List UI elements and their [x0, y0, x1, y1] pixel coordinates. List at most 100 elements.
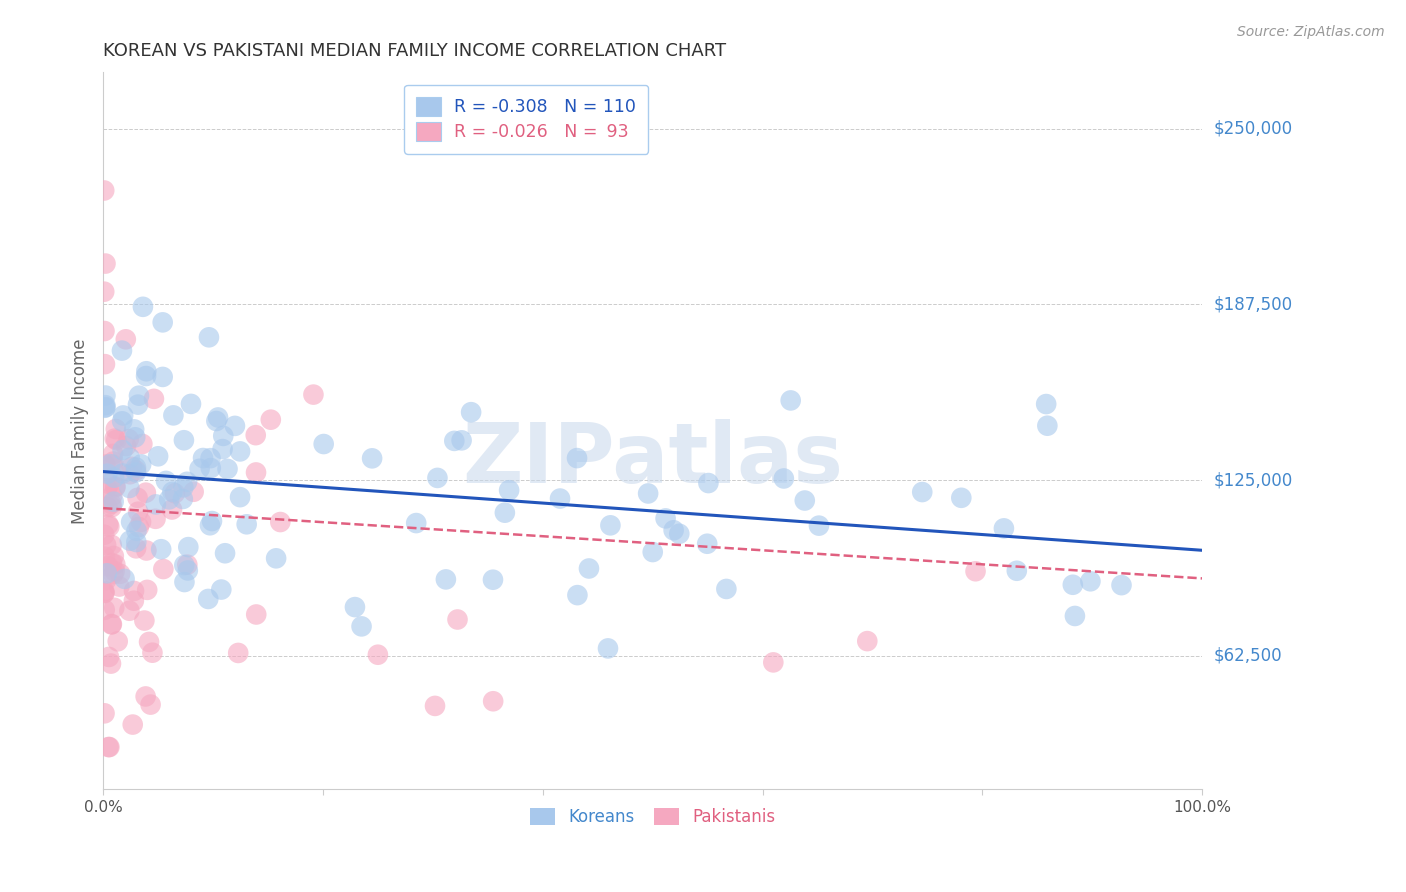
- Point: [696, 537, 718, 551]
- Point: [111, 467, 134, 481]
- Point: [911, 485, 934, 500]
- Point: [136, 582, 159, 597]
- Point: [950, 491, 973, 505]
- Point: [146, 450, 169, 464]
- Point: [197, 591, 219, 606]
- Point: [103, 454, 125, 468]
- Point: [200, 461, 222, 475]
- Point: [856, 634, 879, 648]
- Point: [97, 559, 120, 574]
- Point: [100, 497, 122, 511]
- Point: [157, 492, 180, 507]
- Point: [260, 412, 283, 426]
- Point: [498, 483, 520, 498]
- Point: [443, 434, 465, 448]
- Point: [343, 600, 366, 615]
- Point: [217, 462, 239, 476]
- Point: [100, 538, 122, 552]
- Point: [434, 573, 457, 587]
- Point: [103, 494, 125, 508]
- Point: [101, 617, 124, 632]
- Point: [772, 471, 794, 485]
- Point: [97, 740, 120, 755]
- Point: [145, 512, 167, 526]
- Point: [188, 462, 211, 476]
- Point: [1036, 418, 1059, 433]
- Point: [350, 619, 373, 633]
- Text: ZIPatlas: ZIPatlas: [463, 419, 844, 500]
- Point: [94, 458, 117, 472]
- Point: [101, 489, 124, 503]
- Point: [127, 505, 149, 519]
- Point: [120, 515, 142, 529]
- Point: [114, 332, 136, 346]
- Point: [101, 556, 124, 570]
- Point: [426, 471, 449, 485]
- Point: [118, 604, 141, 618]
- Point: [122, 422, 145, 436]
- Point: [142, 392, 165, 406]
- Point: [460, 405, 482, 419]
- Point: [104, 558, 127, 572]
- Point: [264, 551, 287, 566]
- Point: [226, 646, 249, 660]
- Point: [97, 649, 120, 664]
- Point: [96, 467, 118, 481]
- Point: [177, 564, 200, 578]
- Text: $62,500: $62,500: [1213, 647, 1282, 665]
- Point: [131, 437, 153, 451]
- Point: [93, 584, 115, 599]
- Point: [94, 401, 117, 415]
- Point: [762, 656, 785, 670]
- Point: [1080, 574, 1102, 589]
- Point: [94, 398, 117, 412]
- Point: [150, 542, 173, 557]
- Point: [654, 511, 676, 525]
- Point: [97, 517, 120, 532]
- Point: [155, 474, 177, 488]
- Point: [697, 476, 720, 491]
- Point: [482, 694, 505, 708]
- Point: [135, 485, 157, 500]
- Text: $125,000: $125,000: [1213, 471, 1292, 489]
- Text: $187,500: $187,500: [1213, 295, 1292, 313]
- Point: [180, 397, 202, 411]
- Point: [779, 393, 801, 408]
- Point: [211, 442, 233, 456]
- Point: [100, 657, 122, 671]
- Point: [125, 524, 148, 538]
- Text: Source: ZipAtlas.com: Source: ZipAtlas.com: [1237, 25, 1385, 39]
- Point: [93, 586, 115, 600]
- Text: KOREAN VS PAKISTANI MEDIAN FAMILY INCOME CORRELATION CHART: KOREAN VS PAKISTANI MEDIAN FAMILY INCOME…: [103, 42, 727, 60]
- Point: [135, 543, 157, 558]
- Point: [118, 481, 141, 495]
- Point: [141, 646, 163, 660]
- Point: [98, 477, 121, 491]
- Point: [94, 388, 117, 402]
- Point: [162, 409, 184, 423]
- Point: [173, 434, 195, 448]
- Point: [152, 562, 174, 576]
- Point: [176, 475, 198, 489]
- Point: [101, 458, 124, 472]
- Point: [93, 285, 115, 299]
- Point: [112, 409, 135, 423]
- Point: [122, 583, 145, 598]
- Point: [93, 586, 115, 600]
- Point: [94, 538, 117, 552]
- Point: [104, 480, 127, 494]
- Point: [125, 541, 148, 556]
- Point: [245, 428, 267, 442]
- Point: [125, 466, 148, 480]
- Point: [207, 410, 229, 425]
- Point: [145, 497, 167, 511]
- Point: [96, 573, 118, 587]
- Point: [450, 434, 472, 448]
- Point: [224, 418, 246, 433]
- Point: [198, 518, 221, 533]
- Point: [172, 491, 194, 506]
- Point: [103, 549, 125, 563]
- Point: [245, 466, 267, 480]
- Point: [1111, 578, 1133, 592]
- Point: [100, 617, 122, 632]
